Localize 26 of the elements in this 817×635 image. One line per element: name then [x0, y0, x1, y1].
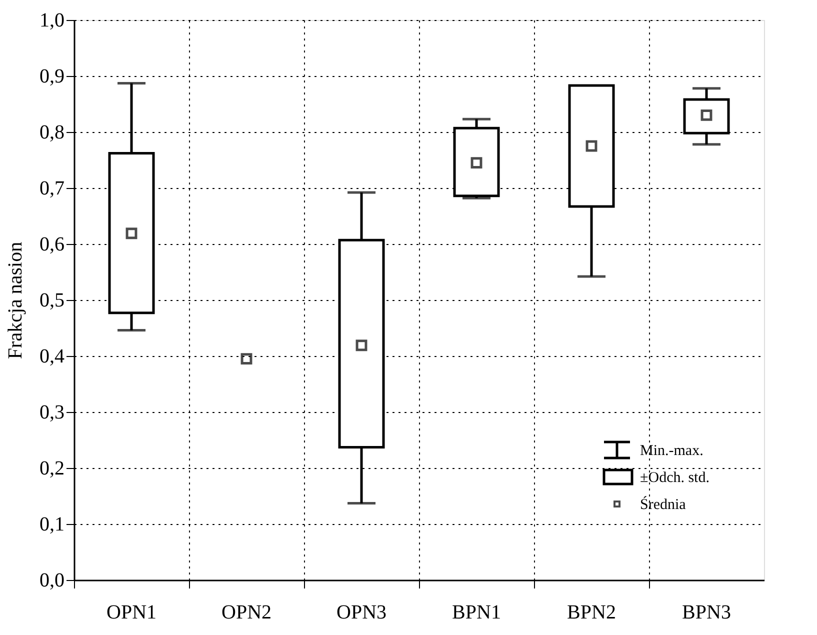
y-tick-label: 1,0: [40, 10, 64, 32]
x-tick-label: BPN1: [452, 602, 501, 624]
y-tick-label: 0,2: [40, 458, 64, 480]
x-tick-label: BPN3: [682, 602, 731, 624]
y-tick-label: 0,1: [40, 514, 64, 536]
point: [470, 157, 482, 169]
y-tick-label: 0,3: [40, 402, 64, 424]
annotation: ±Odch. std.: [640, 470, 710, 486]
y-tick-label: 0,5: [40, 290, 64, 312]
y-tick-label: 0,7: [40, 178, 64, 200]
point: [126, 228, 138, 240]
y-tick-label: 0,6: [40, 234, 64, 256]
x-tick-label: OPN1: [106, 602, 157, 624]
y-tick-label: 0,4: [40, 346, 64, 368]
y-axis-title: Frakcja nasion: [4, 242, 26, 360]
y-tick-label: 0,9: [40, 66, 64, 88]
x-tick-label: OPN2: [221, 602, 272, 624]
point: [356, 340, 368, 352]
y-tick-label: 0,8: [40, 122, 64, 144]
x-tick-label: OPN3: [336, 602, 387, 624]
annotation: Min.-max.: [640, 443, 704, 459]
x-tick-label: BPN2: [567, 602, 616, 624]
point: [586, 140, 598, 152]
point: [240, 353, 252, 365]
y-tick-label: 0,0: [40, 570, 64, 592]
legend-label: Średnia: [640, 496, 686, 513]
